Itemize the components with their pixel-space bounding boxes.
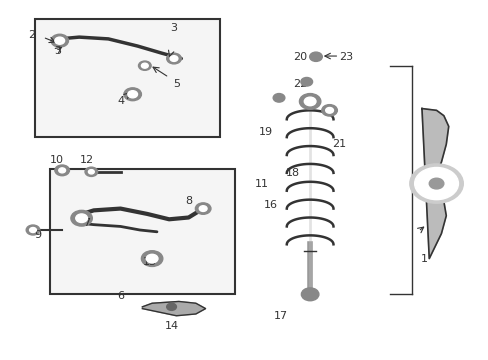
Circle shape bbox=[166, 303, 176, 310]
Circle shape bbox=[304, 97, 315, 106]
Text: 10: 10 bbox=[50, 156, 64, 165]
Circle shape bbox=[146, 254, 158, 263]
Text: 8: 8 bbox=[184, 197, 192, 206]
Circle shape bbox=[127, 91, 137, 98]
Text: 6: 6 bbox=[117, 291, 124, 301]
Bar bbox=[50, 169, 234, 294]
Circle shape bbox=[299, 94, 320, 109]
Circle shape bbox=[428, 178, 443, 189]
Text: 7: 7 bbox=[83, 218, 90, 228]
Circle shape bbox=[409, 164, 462, 203]
Circle shape bbox=[123, 88, 141, 101]
Text: 11: 11 bbox=[254, 179, 268, 189]
Polygon shape bbox=[142, 301, 205, 316]
Circle shape bbox=[301, 288, 318, 301]
Circle shape bbox=[59, 168, 65, 173]
Circle shape bbox=[51, 34, 68, 47]
Text: 12: 12 bbox=[79, 156, 93, 165]
Text: 1: 1 bbox=[420, 253, 427, 264]
Circle shape bbox=[138, 61, 151, 70]
Text: 15: 15 bbox=[419, 175, 433, 185]
Circle shape bbox=[30, 228, 36, 233]
Circle shape bbox=[199, 206, 206, 211]
Text: 22: 22 bbox=[293, 78, 307, 89]
Circle shape bbox=[325, 108, 333, 113]
Text: 18: 18 bbox=[285, 168, 300, 178]
Text: 5: 5 bbox=[173, 78, 180, 89]
Circle shape bbox=[76, 214, 87, 222]
Circle shape bbox=[309, 52, 322, 62]
Circle shape bbox=[300, 77, 312, 86]
Circle shape bbox=[55, 165, 69, 176]
Text: 2: 2 bbox=[28, 30, 35, 40]
Text: 14: 14 bbox=[164, 321, 178, 332]
Circle shape bbox=[55, 37, 64, 44]
Text: 17: 17 bbox=[273, 311, 287, 321]
Text: 3: 3 bbox=[54, 46, 61, 57]
Text: 21: 21 bbox=[331, 139, 346, 149]
Text: 4: 4 bbox=[117, 96, 124, 107]
Circle shape bbox=[85, 167, 98, 176]
Circle shape bbox=[170, 56, 178, 62]
Text: 13: 13 bbox=[142, 257, 156, 267]
Circle shape bbox=[71, 210, 92, 226]
Circle shape bbox=[88, 170, 94, 174]
Text: 16: 16 bbox=[264, 200, 278, 210]
Circle shape bbox=[141, 63, 148, 68]
Text: 23: 23 bbox=[339, 52, 353, 62]
Polygon shape bbox=[421, 109, 448, 258]
Circle shape bbox=[321, 105, 337, 116]
Circle shape bbox=[141, 251, 163, 266]
Circle shape bbox=[26, 225, 40, 235]
Text: 19: 19 bbox=[259, 127, 273, 137]
Circle shape bbox=[166, 53, 181, 64]
Bar bbox=[35, 19, 220, 137]
Text: 20: 20 bbox=[293, 52, 307, 62]
Circle shape bbox=[273, 94, 285, 102]
Circle shape bbox=[414, 167, 458, 200]
Text: 9: 9 bbox=[34, 230, 41, 240]
Text: 3: 3 bbox=[170, 23, 177, 33]
Circle shape bbox=[195, 203, 210, 214]
